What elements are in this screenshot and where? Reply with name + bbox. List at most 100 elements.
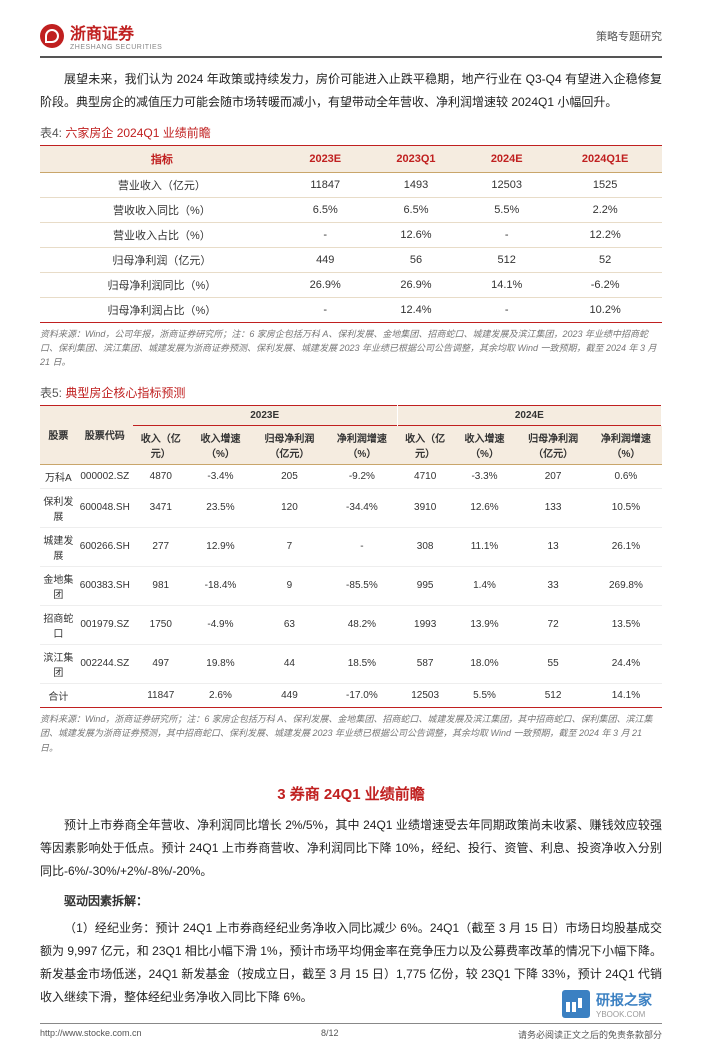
footer-disclaimer: 请务必阅读正文之后的免责条款部分 (518, 1028, 662, 1041)
table-cell: 4870 (133, 464, 189, 488)
table-cell: -34.4% (327, 488, 397, 527)
table-cell: 3910 (397, 488, 453, 527)
table-cell: 26.1% (590, 527, 661, 566)
table-cell: 205 (252, 464, 327, 488)
table-cell: 归母净利润（亿元） (40, 247, 284, 272)
table-cell: 44 (252, 644, 327, 683)
table5-col-code: 股票代码 (77, 405, 133, 464)
table-cell: 56 (367, 247, 465, 272)
table4-col-indicator: 指标 (40, 145, 284, 172)
company-logo: 浙商证券 ZHESHANG SECURITIES (40, 20, 162, 51)
table-cell: 13.5% (590, 605, 661, 644)
table-cell: 万科A (40, 464, 77, 488)
table4-col-2023e: 2023E (284, 145, 367, 172)
table-cell: 13 (516, 527, 591, 566)
table5-source: 资料来源：Wind，浙商证券研究所；注：6 家房企包括万科 A、保利发展、金地集… (40, 712, 662, 755)
table-cell: -3.3% (453, 464, 516, 488)
table5-group-2024e: 2024E (397, 405, 661, 425)
table-cell: 2.6% (189, 683, 252, 707)
table5-group-header: 股票 股票代码 2023E 2024E (40, 405, 662, 425)
logo-text-cn: 浙商证券 (70, 20, 162, 44)
table-cell (77, 683, 133, 707)
table-cell: 营业收入（亿元） (40, 172, 284, 197)
table-cell: 10.2% (548, 297, 662, 322)
table-cell: 7 (252, 527, 327, 566)
logo-icon (40, 24, 64, 48)
table-cell: 14.1% (590, 683, 661, 707)
footer-page: 8/12 (321, 1028, 339, 1041)
table-row: 营业收入占比（%）-12.6%-12.2% (40, 222, 662, 247)
table4-title: 表4: 六家房企 2024Q1 业绩前瞻 (40, 124, 662, 141)
table5-title: 表5: 典型房企核心指标预测 (40, 384, 662, 401)
table-cell: 26.9% (367, 272, 465, 297)
table-row: 招商蛇口001979.SZ1750-4.9%6348.2%199313.9%72… (40, 605, 662, 644)
watermark-en: YBOOK.COM (596, 1010, 652, 1019)
table5-sub-header: 收入（亿元） 收入增速（%） 归母净利润（亿元） 净利润增速（%） 收入（亿元）… (40, 425, 662, 464)
table-cell: 1993 (397, 605, 453, 644)
table-cell: 48.2% (327, 605, 397, 644)
table-cell: 512 (465, 247, 548, 272)
table-cell: 滨江集团 (40, 644, 77, 683)
table-cell: 营收收入同比（%） (40, 197, 284, 222)
table-cell: -18.4% (189, 566, 252, 605)
table-cell: 277 (133, 527, 189, 566)
table-cell: 城建发展 (40, 527, 77, 566)
logo-text-en: ZHESHANG SECURITIES (70, 44, 162, 51)
table-cell: 308 (397, 527, 453, 566)
table-row: 营业收入（亿元）118471493125031525 (40, 172, 662, 197)
table-cell: 12503 (397, 683, 453, 707)
intro-paragraph: 展望未来，我们认为 2024 年政策或持续发力，房价可能进入止跌平稳期，地产行业… (40, 68, 662, 114)
table4-col-2023q1: 2023Q1 (367, 145, 465, 172)
table-cell: 10.5% (590, 488, 661, 527)
table-cell: 600383.SH (77, 566, 133, 605)
table-cell: 000002.SZ (77, 464, 133, 488)
section3-heading: 3 券商 24Q1 业绩前瞻 (40, 783, 662, 804)
watermark-icon (562, 990, 590, 1018)
table-cell: 4710 (397, 464, 453, 488)
table-cell: 002244.SZ (77, 644, 133, 683)
table-cell: 6.5% (284, 197, 367, 222)
table-cell: 001979.SZ (77, 605, 133, 644)
table-cell: 5.5% (465, 197, 548, 222)
table-cell: 981 (133, 566, 189, 605)
table-cell: 995 (397, 566, 453, 605)
table-cell: 600266.SH (77, 527, 133, 566)
table-cell: - (284, 222, 367, 247)
table-cell: 63 (252, 605, 327, 644)
table-cell: 55 (516, 644, 591, 683)
table-row: 城建发展600266.SH27712.9%7-30811.1%1326.1% (40, 527, 662, 566)
table-cell: 12.9% (189, 527, 252, 566)
table-cell: -4.9% (189, 605, 252, 644)
section3-para1: 预计上市券商全年营收、净利润同比增长 2%/5%，其中 24Q1 业绩增速受去年… (40, 814, 662, 882)
header-divider (40, 56, 662, 58)
table-cell: -6.2% (548, 272, 662, 297)
table-row: 归母净利润（亿元）4495651252 (40, 247, 662, 272)
table5: 股票 股票代码 2023E 2024E 收入（亿元） 收入增速（%） 归母净利润… (40, 405, 662, 708)
table-row: 归母净利润占比（%）-12.4%-10.2% (40, 297, 662, 322)
table-cell: 1750 (133, 605, 189, 644)
table-cell: 52 (548, 247, 662, 272)
table-cell: 600048.SH (77, 488, 133, 527)
table-cell: 合计 (40, 683, 77, 707)
table-cell: -17.0% (327, 683, 397, 707)
table-cell: 11847 (284, 172, 367, 197)
table-cell: 13.9% (453, 605, 516, 644)
table-cell: 587 (397, 644, 453, 683)
table-cell: 120 (252, 488, 327, 527)
table4-source: 资料来源：Wind，公司年报，浙商证券研究所；注：6 家房企包括万科 A、保利发… (40, 327, 662, 370)
table4-header-row: 指标 2023E 2023Q1 2024E 2024Q1E (40, 145, 662, 172)
table-cell: 12.6% (453, 488, 516, 527)
table-cell: 2.2% (548, 197, 662, 222)
table-cell: - (465, 222, 548, 247)
table-cell: -9.2% (327, 464, 397, 488)
table-row: 滨江集团002244.SZ49719.8%4418.5%58718.0%5524… (40, 644, 662, 683)
table-cell: 12.4% (367, 297, 465, 322)
table-cell: 1493 (367, 172, 465, 197)
table-cell: 512 (516, 683, 591, 707)
table-cell: 金地集团 (40, 566, 77, 605)
table-cell: 14.1% (465, 272, 548, 297)
table-total-row: 合计118472.6%449-17.0%125035.5%51214.1% (40, 683, 662, 707)
table-cell: 11847 (133, 683, 189, 707)
watermark-cn: 研报之家 (596, 990, 652, 1010)
table4-col-2024q1e: 2024Q1E (548, 145, 662, 172)
